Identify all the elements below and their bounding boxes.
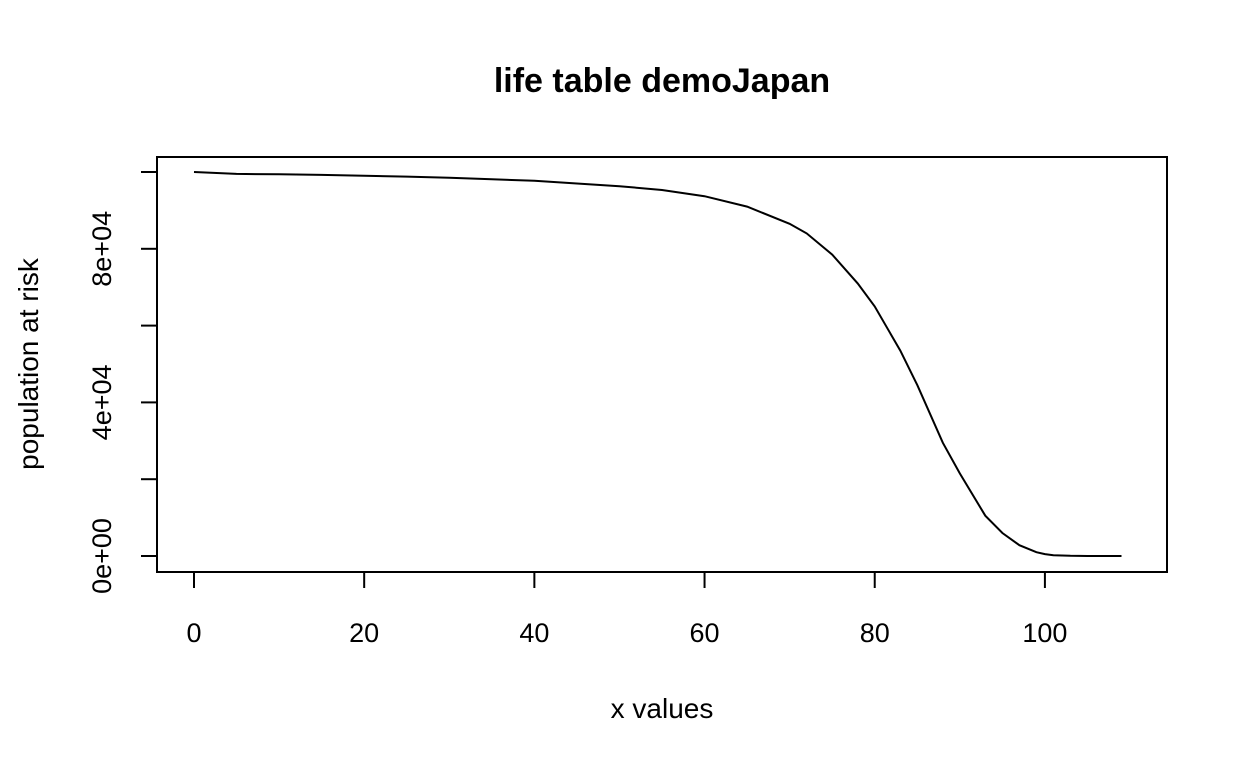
x-tick-label: 40 xyxy=(519,618,549,648)
x-tick-label: 100 xyxy=(1022,618,1067,648)
y-axis: 0e+00 4e+04 8e+04 xyxy=(87,171,158,594)
series-layer xyxy=(193,171,1122,557)
x-tick-label: 80 xyxy=(860,618,890,648)
x-axis: 0 20 40 60 80 100 xyxy=(186,571,1067,648)
y-tick-label: 4e+04 xyxy=(87,364,117,440)
x-tick-label: 20 xyxy=(349,618,379,648)
plot-frame xyxy=(156,156,1168,573)
y-tick-label: 8e+04 xyxy=(87,211,117,287)
series-line xyxy=(193,171,1122,557)
y-axis-label: population at risk xyxy=(13,257,44,470)
x-tick-label: 0 xyxy=(186,618,201,648)
y-tick-label: 0e+00 xyxy=(87,518,117,594)
x-tick-label: 60 xyxy=(690,618,720,648)
chart-title: life table demoJapan xyxy=(494,62,830,100)
x-axis-label: x values xyxy=(611,693,714,724)
